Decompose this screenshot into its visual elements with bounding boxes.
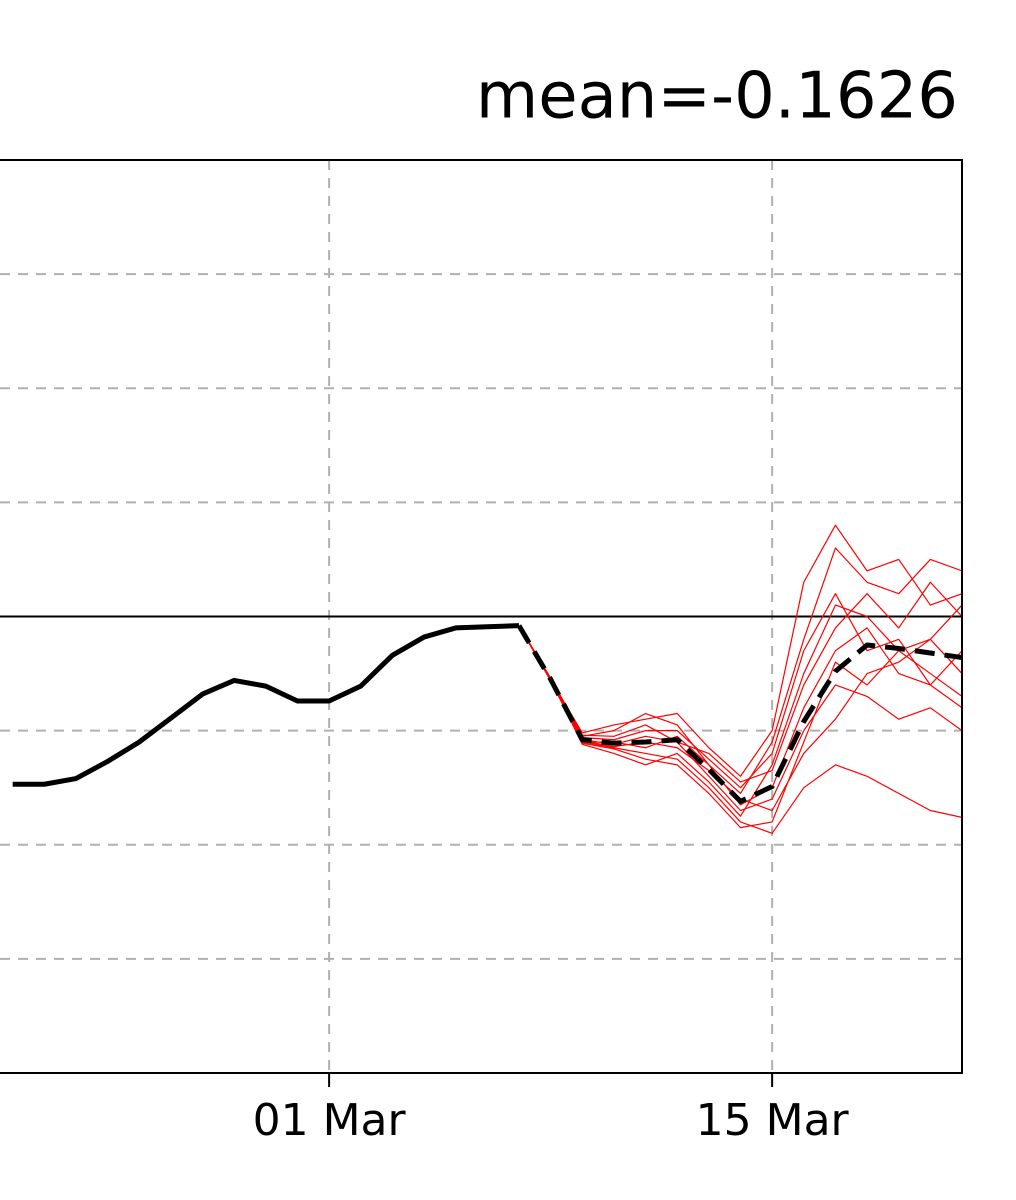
x-tick-label: 01 Mar <box>253 1095 407 1146</box>
chart-title: mean=-0.1626 <box>476 60 958 134</box>
series-line <box>518 604 962 817</box>
series-line <box>518 581 962 783</box>
plot-area <box>0 160 962 1073</box>
series-line <box>518 547 962 794</box>
series-line <box>518 625 962 834</box>
x-tick-label: 15 Mar <box>696 1095 850 1146</box>
series-line <box>518 625 962 806</box>
mean-line <box>516 624 962 804</box>
series-line <box>518 625 962 812</box>
series-line <box>518 593 962 789</box>
plot-frame <box>0 159 963 1074</box>
series-line <box>518 604 962 812</box>
series-line <box>518 625 962 829</box>
series-line <box>12 623 520 787</box>
series-line <box>518 524 962 777</box>
